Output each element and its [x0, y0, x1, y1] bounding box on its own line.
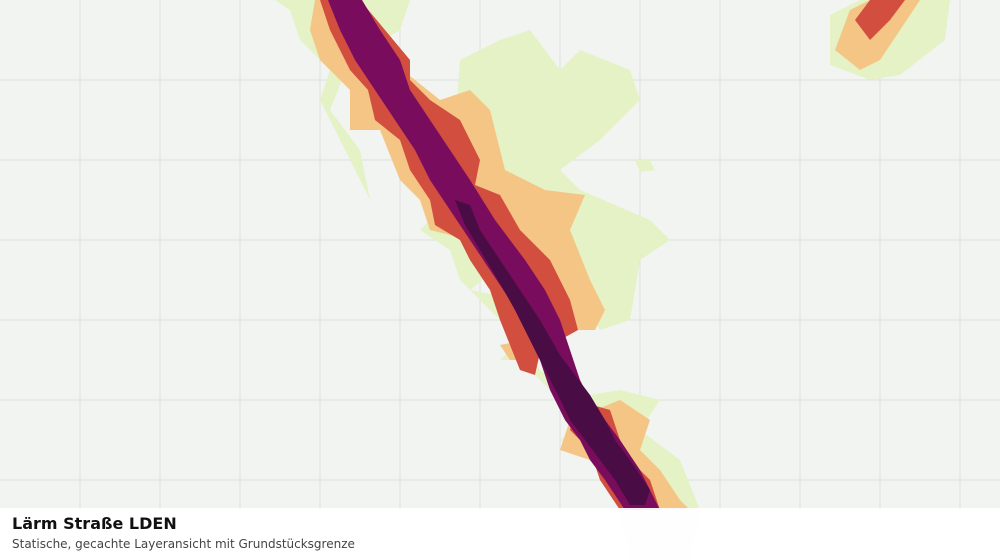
legend-panel: Lärm Straße LDEN Statische, gecachte Lay…	[0, 508, 1000, 560]
map-subtitle: Statische, gecachte Layeransicht mit Gru…	[12, 537, 355, 551]
map-title: Lärm Straße LDEN	[12, 514, 177, 533]
noise-extreme	[455, 200, 650, 505]
